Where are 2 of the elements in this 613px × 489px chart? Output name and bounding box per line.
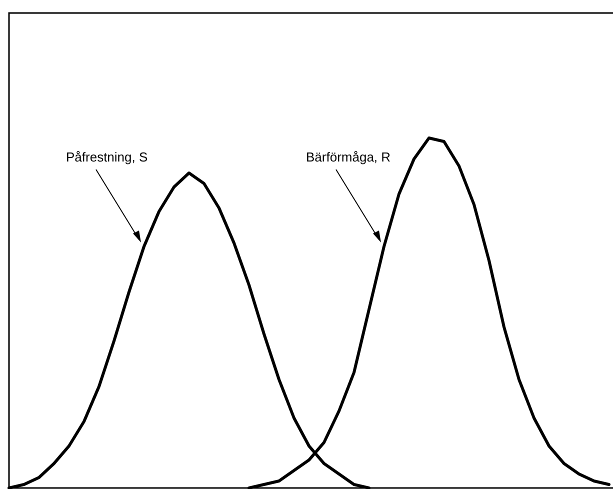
text: Påfrestning, S — [66, 150, 148, 164]
series-label: Bärförmåga, R — [306, 150, 391, 164]
